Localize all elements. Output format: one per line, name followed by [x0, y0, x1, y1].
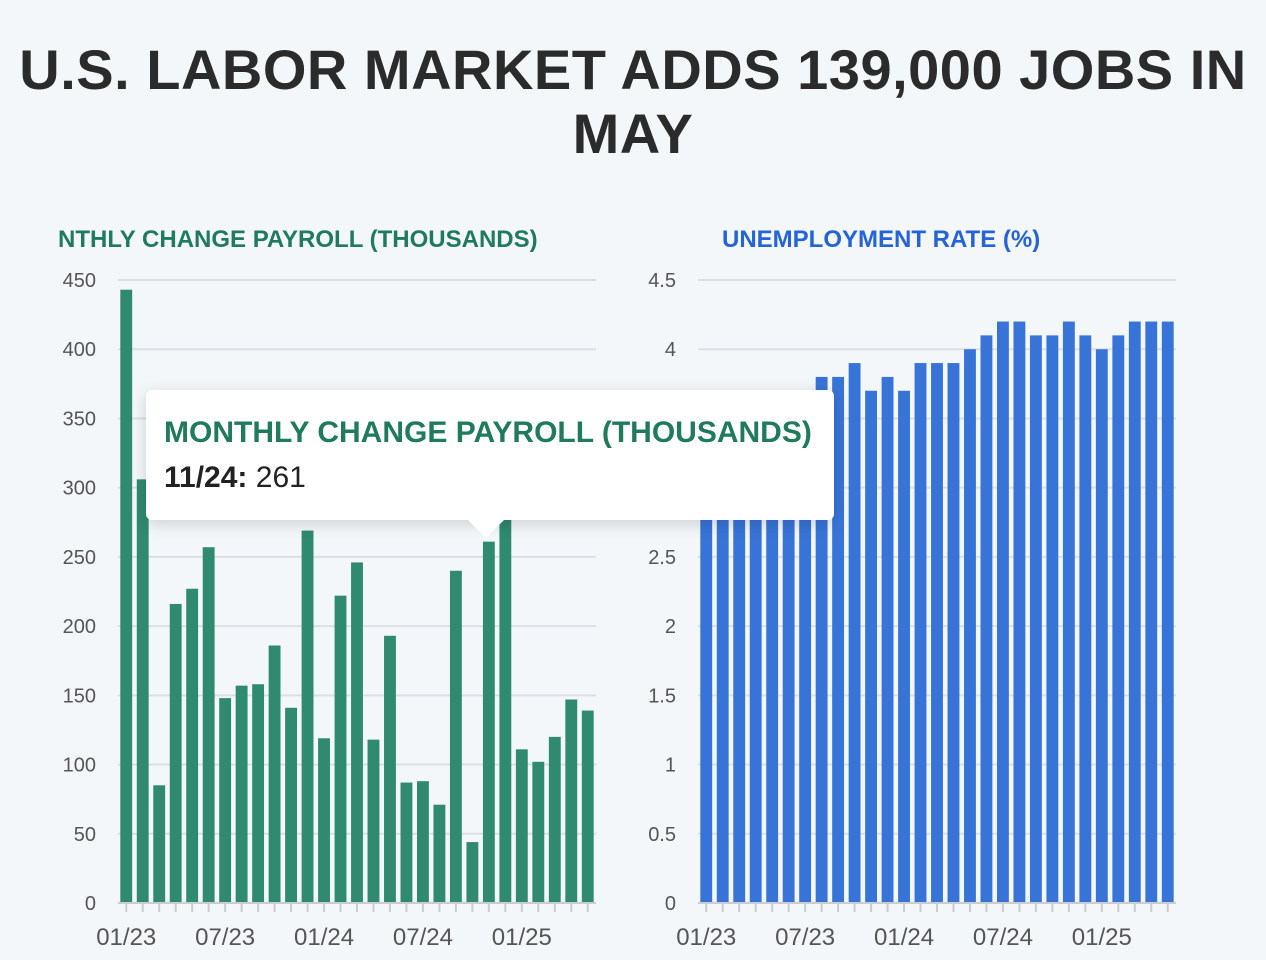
payroll-ytick-label: 100	[63, 755, 96, 777]
unemployment-ytick-label: 1	[665, 755, 676, 777]
payroll-tooltip: MONTHLY CHANGE PAYROLL (THOUSANDS) 11/24…	[146, 390, 834, 538]
unemployment-bar	[1062, 321, 1075, 903]
payroll-ytick-label: 150	[63, 685, 96, 707]
payroll-ytick-label: 450	[63, 270, 96, 292]
payroll-bar	[169, 603, 182, 903]
payroll-bar	[334, 595, 347, 903]
payroll-bar	[120, 289, 133, 903]
payroll-ytick-label: 200	[63, 616, 96, 638]
payroll-bar	[466, 842, 479, 903]
unemployment-ytick-label: 4	[665, 339, 676, 361]
unemployment-bar	[964, 349, 976, 903]
payroll-ytick-label: 50	[74, 824, 96, 846]
payroll-bar	[351, 562, 363, 903]
payroll-bar	[285, 707, 298, 903]
payroll-bar	[499, 515, 512, 903]
payroll-xtick-label: 07/23	[195, 924, 255, 951]
unemployment-xtick-label: 07/24	[973, 924, 1033, 951]
unemployment-bar	[766, 390, 779, 903]
payroll-ytick-label: 0	[85, 893, 96, 915]
unemployment-bar	[931, 363, 943, 904]
unemployment-bar	[782, 404, 795, 903]
unemployment-bar	[749, 432, 762, 903]
payroll-bar	[219, 698, 232, 903]
unemployment-bar	[1029, 335, 1042, 903]
unemployment-bar	[848, 363, 861, 904]
unemployment-ytick-label: 0.5	[648, 824, 676, 846]
unemployment-ytick-label: 2.5	[648, 547, 676, 569]
tooltip-key: 11/24:	[164, 461, 248, 494]
payroll-bar	[235, 685, 248, 903]
payroll-ytick-label: 400	[63, 339, 96, 361]
payroll-bar	[433, 804, 446, 903]
tooltip-title: MONTHLY CHANGE PAYROLL (THOUSANDS)	[164, 416, 812, 449]
payroll-xtick-label: 07/24	[393, 924, 453, 951]
payroll-bar	[384, 635, 396, 903]
unemployment-ytick-label: 2	[665, 616, 676, 638]
unemployment-bar	[980, 335, 993, 903]
unemployment-xtick-label: 01/23	[676, 924, 736, 951]
unemployment-ytick-label: 0	[665, 893, 676, 915]
unemployment-bar	[1161, 321, 1174, 903]
payroll-bar	[186, 588, 199, 903]
payroll-bar	[268, 645, 281, 903]
unemployment-bar	[799, 418, 812, 903]
unemployment-ytick-label: 1.5	[648, 685, 676, 707]
unemployment-bar	[996, 321, 1009, 903]
payroll-bar	[532, 761, 545, 903]
payroll-bar	[449, 570, 462, 903]
unemployment-bar	[700, 432, 713, 903]
payroll-bar	[153, 785, 166, 903]
unemployment-bar	[865, 390, 878, 903]
unemployment-bar	[898, 390, 910, 903]
payroll-bar	[318, 738, 330, 903]
payroll-ytick-label: 300	[63, 478, 96, 500]
unemployment-bar	[815, 376, 828, 903]
unemployment-chart-title: UNEMPLOYMENT RATE (%)	[722, 226, 1041, 253]
unemployment-xtick-label: 01/25	[1072, 924, 1132, 951]
payroll-bar	[416, 781, 429, 903]
tooltip-value: 261	[255, 461, 306, 494]
unemployment-bar	[1145, 321, 1158, 903]
tooltip-value-line: 11/24: 261	[164, 458, 816, 498]
unemployment-bar	[1013, 321, 1026, 903]
unemployment-bar	[1046, 335, 1059, 903]
page-title: U.S. LABOR MARKET ADDS 139,000 JOBS IN M…	[19, 38, 1247, 165]
payroll-xtick-label: 01/25	[492, 924, 552, 951]
unemployment-ytick-label: 4.5	[648, 270, 676, 292]
payroll-bar	[400, 782, 413, 903]
payroll-xtick-label: 01/24	[294, 924, 354, 951]
payroll-bar	[301, 530, 314, 903]
payroll-chart-title: NTHLY CHANGE PAYROLL (THOUSANDS)	[58, 226, 538, 253]
payroll-bar	[252, 684, 265, 903]
payroll-bar	[202, 547, 215, 903]
payroll-bar	[565, 699, 578, 903]
unemployment-bar	[716, 404, 729, 903]
payroll-bar	[482, 541, 495, 903]
unemployment-bar	[914, 363, 927, 904]
payroll-bar	[581, 710, 594, 903]
unemployment-bar	[832, 376, 845, 903]
payroll-xtick-label: 01/23	[96, 924, 156, 951]
unemployment-xtick-label: 07/23	[775, 924, 835, 951]
payroll-ytick-label: 350	[63, 408, 96, 430]
payroll-bar	[515, 749, 528, 903]
payroll-bar	[548, 736, 561, 903]
unemployment-bar	[733, 418, 746, 903]
unemployment-bar	[1112, 335, 1125, 903]
unemployment-bar	[947, 363, 960, 904]
unemployment-bar	[1095, 349, 1108, 903]
unemployment-bar	[1128, 321, 1141, 903]
unemployment-xtick-label: 01/24	[874, 924, 934, 951]
payroll-ytick-label: 250	[63, 547, 96, 569]
payroll-bar	[367, 739, 380, 903]
unemployment-bar	[881, 376, 894, 903]
payroll-bar	[136, 479, 149, 903]
unemployment-bar	[1079, 335, 1092, 903]
